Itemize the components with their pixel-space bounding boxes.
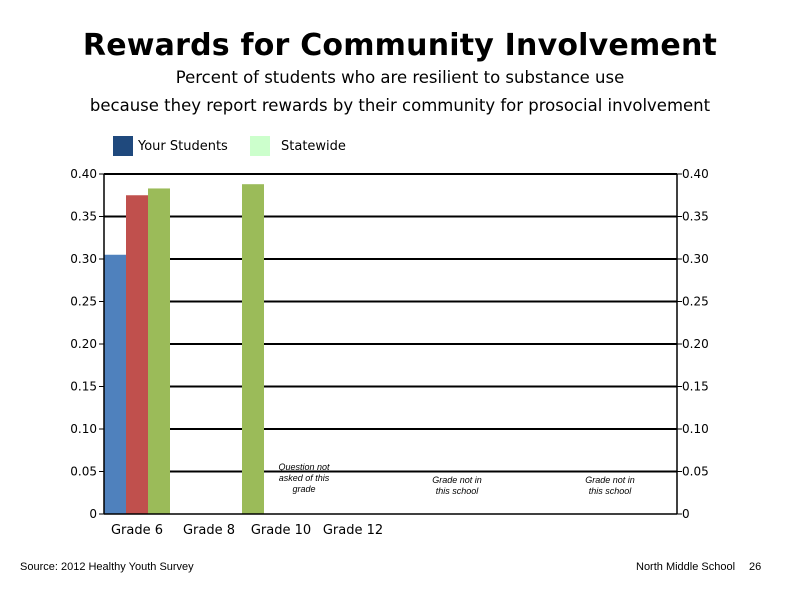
chart-subtitle-line-2: because they report rewards by their com… <box>89 96 711 115</box>
legend-swatch-your-students <box>113 136 133 156</box>
school-name: North Middle School <box>636 561 736 573</box>
bar-grade-6-series-1 <box>104 254 126 514</box>
annotation-1-line-3: grade <box>292 484 315 494</box>
annotation-2-line-2: this school <box>436 486 480 496</box>
bar-grade-8-series-3 <box>242 184 264 514</box>
bar-grade-6-series-2 <box>126 195 148 514</box>
annotation-3-line-2: this school <box>589 486 633 496</box>
chart-title: Rewards for Community Involvement <box>82 28 718 63</box>
y-tick-label-right-5: 0.25 <box>682 295 709 309</box>
legend-label-your-students: Your Students <box>138 138 228 154</box>
annotation-1-line-2: asked of this <box>279 473 330 483</box>
y-tick-label-left-1: 0.05 <box>70 465 97 479</box>
y-tick-label-left-8: 0.40 <box>70 167 97 181</box>
annotation-2-line-1: Grade not in <box>432 475 482 485</box>
bar-grade-6-series-3 <box>148 188 170 514</box>
y-tick-label-right-0: 0 <box>682 507 690 521</box>
x-label-grade-6: Grade 6 <box>111 523 163 538</box>
annotation-3-line-1: Grade not in <box>585 475 635 485</box>
y-tick-label-right-3: 0.15 <box>682 380 709 394</box>
page-number: 26 <box>749 561 762 573</box>
y-tick-label-right-4: 0.20 <box>682 337 709 351</box>
y-tick-label-left-2: 0.10 <box>70 422 97 436</box>
y-tick-label-left-5: 0.25 <box>70 295 97 309</box>
legend-label-statewide: Statewide <box>281 138 346 154</box>
y-tick-label-right-2: 0.10 <box>682 422 709 436</box>
y-tick-label-left-6: 0.30 <box>70 252 97 266</box>
x-label-grade-10: Grade 10 <box>251 523 311 538</box>
y-tick-label-left-4: 0.20 <box>70 337 97 351</box>
annotation-1-line-1: Question not <box>278 462 330 472</box>
y-tick-label-left-7: 0.35 <box>70 210 97 224</box>
chart-subtitle-line-1: Percent of students who are resilient to… <box>175 68 625 87</box>
legend-item-your-students: Your Students <box>113 136 228 156</box>
legend-item-statewide: Statewide <box>250 136 346 156</box>
y-tick-label-left-3: 0.15 <box>70 380 97 394</box>
y-tick-label-right-8: 0.40 <box>682 167 709 181</box>
legend-swatch-statewide <box>250 136 270 156</box>
source-note: Source: 2012 Healthy Youth Survey <box>20 561 194 573</box>
y-tick-label-right-6: 0.30 <box>682 252 709 266</box>
y-tick-label-left-0: 0 <box>89 507 97 521</box>
x-label-grade-8: Grade 8 <box>183 523 235 538</box>
x-label-grade-12: Grade 12 <box>323 523 383 538</box>
y-tick-label-right-1: 0.05 <box>682 465 709 479</box>
y-tick-label-right-7: 0.35 <box>682 210 709 224</box>
